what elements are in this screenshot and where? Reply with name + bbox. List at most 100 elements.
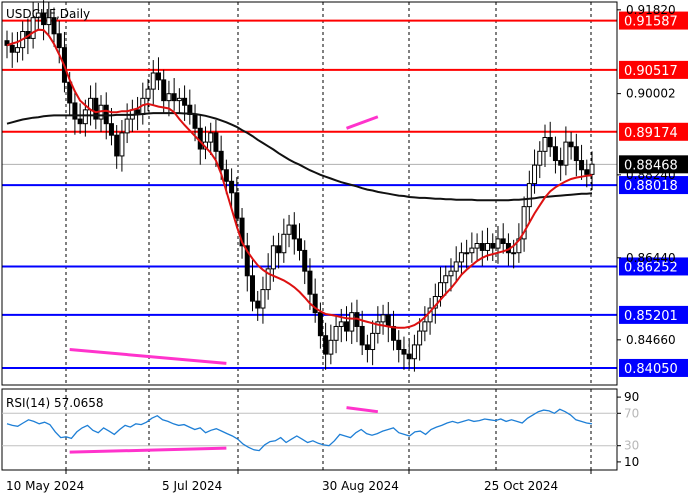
- candle-body-76: [401, 349, 407, 355]
- level-label-2: 0.89174: [624, 126, 678, 141]
- candle-body-32: [171, 93, 177, 102]
- candle-body-100: [526, 183, 532, 208]
- rsi-line: [6, 408, 593, 452]
- candle-body-36: [192, 113, 198, 129]
- candle-body-57: [302, 249, 308, 272]
- chart-title: USDCHF,Daily: [6, 7, 90, 21]
- level-label-1: 0.90517: [624, 64, 678, 79]
- candle-body-23: [124, 118, 130, 134]
- level-tag-6: [619, 358, 688, 377]
- candle-body-50: [265, 268, 271, 291]
- candle-body-58: [307, 270, 313, 295]
- panel-frames: [1, 1, 618, 471]
- candle-body-91: [479, 243, 485, 251]
- candle-body-101: [532, 164, 538, 185]
- current-price-label: 0.88468: [624, 158, 678, 173]
- level-tag-1: [619, 60, 688, 79]
- candle-body-104: [547, 137, 553, 148]
- candle-body-109: [573, 146, 579, 162]
- candle-body-78: [411, 344, 417, 360]
- candle-body-64: [338, 321, 344, 327]
- price-divergence-0: [69, 348, 227, 365]
- level-label-0: 0.91587: [624, 15, 678, 30]
- candle-body-68: [359, 325, 365, 346]
- candle-body-108: [568, 141, 574, 148]
- candle-body-93: [490, 243, 496, 249]
- time-axis: 10 May 2024 5 Jul 2024 30 Aug 2024 25 Oct 2…: [6, 470, 592, 493]
- candle-body-83: [438, 282, 444, 298]
- candle-body-30: [161, 79, 167, 102]
- candle-body-74: [391, 325, 397, 341]
- level-tag-2: [619, 122, 688, 141]
- price-tick-label-3: 0.86440: [626, 251, 676, 265]
- price-tick-label-1: 0.90002: [626, 87, 676, 101]
- moving-averages: [6, 28, 593, 329]
- rsi-tick-label-3: 10: [624, 455, 639, 469]
- candle-body-103: [542, 137, 548, 152]
- candle-body-66: [349, 312, 355, 332]
- candle-body-84: [443, 275, 449, 284]
- x-tick-label-3: 25 Oct 2024: [484, 479, 558, 493]
- candle-body-40: [213, 132, 219, 152]
- candle-body-41: [218, 150, 224, 171]
- candle-body-111: [584, 169, 590, 175]
- rsi-panel: 90 70 30 10: [2, 390, 639, 469]
- candle-body-27: [145, 88, 151, 99]
- ema-fast-line: [6, 28, 593, 329]
- candle-body-72: [380, 314, 386, 323]
- candle-body-49: [260, 289, 266, 309]
- rsi-panel-frame: [1, 388, 618, 471]
- candle-body-47: [249, 275, 255, 302]
- price-axis: 0.91587 0.90517 0.89174 0.88018 0.86252 0.852…: [617, 3, 688, 377]
- candle-body-105: [552, 146, 558, 162]
- candle-body-5: [30, 17, 36, 39]
- level-label-3: 0.88018: [624, 179, 678, 194]
- candle-body-28: [150, 72, 156, 90]
- candle-body-86: [453, 261, 459, 272]
- candle-body-37: [197, 127, 203, 150]
- level-tag-4: [619, 257, 688, 276]
- candle-body-90: [474, 243, 480, 249]
- rsi-divergence-1: [346, 406, 379, 414]
- candle-body-71: [375, 321, 381, 334]
- candle-body-75: [396, 339, 402, 351]
- candle-body-55: [291, 224, 297, 240]
- level-label-4: 0.86252: [624, 260, 678, 275]
- candle-body-106: [558, 160, 564, 166]
- candle-body-44: [234, 192, 240, 219]
- level-tag-5: [619, 305, 688, 324]
- candle-body-9: [51, 17, 57, 35]
- candle-body-63: [333, 325, 339, 341]
- candle-body-110: [579, 160, 585, 171]
- support-resistance-levels: [2, 19, 617, 369]
- candle-body-10: [56, 33, 62, 49]
- candle-body-52: [276, 245, 282, 254]
- candle-body-48: [255, 300, 261, 309]
- candle-body-21: [114, 134, 120, 157]
- x-tick-label-0: 10 May 2024: [6, 479, 84, 493]
- candle-body-46: [244, 245, 250, 277]
- price-tick-label-0: 0.91820: [626, 3, 676, 17]
- sma-slow-line: [6, 112, 593, 202]
- candle-body-89: [469, 247, 475, 254]
- vertical-grid: [65, 2, 592, 470]
- candle-body-97: [511, 252, 517, 255]
- x-tick-label-2: 30 Aug 2024: [322, 479, 399, 493]
- rsi-tick-label-2: 30: [624, 439, 639, 453]
- candle-body-56: [297, 238, 302, 251]
- rsi-tick-label-1: 70: [624, 406, 639, 420]
- candle-body-53: [281, 233, 287, 254]
- rsi-tick-label-0: 90: [624, 390, 639, 404]
- candle-body-61: [323, 335, 329, 355]
- candle-body-1: [9, 44, 15, 53]
- candle-body-80: [422, 321, 428, 332]
- candle-body-15: [82, 109, 88, 125]
- candle-body-59: [312, 293, 318, 314]
- candle-body-43: [229, 180, 235, 194]
- candle-body-94: [495, 238, 501, 249]
- rsi-divergence-0: [69, 446, 227, 454]
- level-tag-3: [619, 176, 688, 195]
- candle-body-39: [208, 132, 214, 143]
